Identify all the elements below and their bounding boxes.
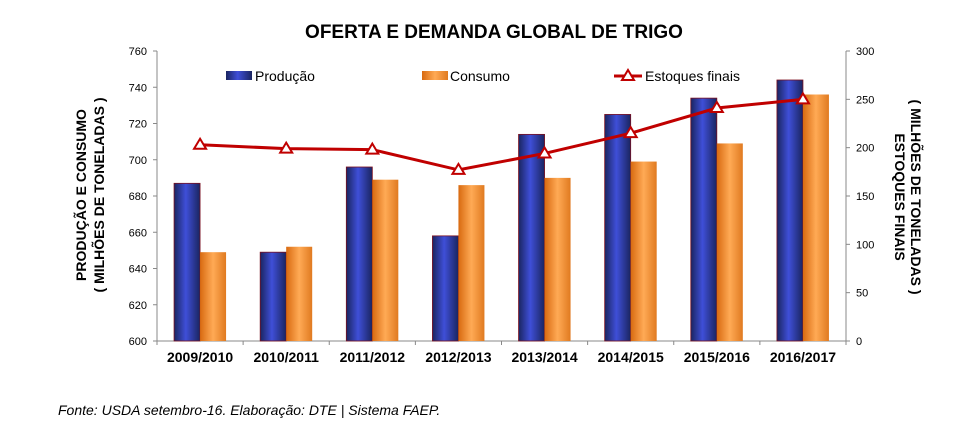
bar-producao <box>604 114 632 342</box>
stock-line <box>192 91 811 175</box>
y-left-tick-label: 680 <box>129 191 147 203</box>
stock-line-path <box>199 97 804 172</box>
legend-marker-estoques <box>620 68 636 81</box>
bar-consumo <box>200 252 227 341</box>
y-right-tick-label: 250 <box>856 94 874 106</box>
y-left-tick-label: 700 <box>129 155 147 167</box>
x-tick-label: 2009/2010 <box>167 349 233 365</box>
y-right-tick-label: 200 <box>856 143 874 155</box>
y-axis-left-title-2: ( MILHÕES DE TONELADAS ) <box>90 98 107 293</box>
x-tick-label: 2012/2013 <box>425 349 491 365</box>
y-left-tick-label: 620 <box>129 300 147 312</box>
axes: 600 620 640 660 680 700 720 740 760 0 50 100 150 200 2… <box>129 46 875 365</box>
bar-consumo <box>630 161 657 341</box>
legend-label-consumo: Consumo <box>450 68 510 84</box>
stock-point <box>709 100 725 114</box>
y-axis-right-title-1: ESTOQUES FINAIS <box>892 133 908 260</box>
y-left-tick-label: 660 <box>129 227 147 239</box>
y-right-tick-label: 150 <box>856 191 874 203</box>
x-tick-label: 2014/2015 <box>598 349 664 365</box>
y-right-tick-label: 50 <box>856 288 868 300</box>
y-right-tick-label: 300 <box>856 46 874 58</box>
bar-consumo <box>716 143 743 341</box>
bar-producao <box>690 97 718 342</box>
legend: Produção Consumo Estoques finais <box>226 68 740 84</box>
legend-swatch-producao <box>226 71 252 80</box>
y-left-tick-label: 760 <box>129 46 147 58</box>
stock-point <box>278 140 294 154</box>
stock-point <box>450 161 467 175</box>
bar-producao <box>259 251 287 342</box>
x-tick-label: 2016/2017 <box>770 349 836 365</box>
stock-point <box>622 125 639 139</box>
bar-producao <box>432 235 459 342</box>
bar-consumo <box>802 94 829 341</box>
y-left-tick-label: 740 <box>129 82 147 94</box>
bar-producao <box>345 166 373 342</box>
bar-consumo <box>458 185 485 341</box>
stock-point <box>364 141 381 155</box>
stock-point <box>536 145 553 159</box>
legend-label-estoques: Estoques finais <box>645 68 740 84</box>
x-tick-label: 2015/2016 <box>684 349 750 365</box>
bars <box>173 79 829 342</box>
bar-consumo <box>544 177 571 341</box>
y-left-tick-label: 720 <box>129 119 147 131</box>
bar-consumo <box>372 179 399 341</box>
x-tick-label: 2013/2014 <box>511 349 577 365</box>
source-note: Fonte: USDA setembro-16. Elaboração: DTE… <box>58 402 441 418</box>
bar-consumo <box>286 246 313 341</box>
stock-point <box>795 91 811 105</box>
x-tick-label: 2011/2012 <box>340 349 406 365</box>
y-left-tick-label: 640 <box>129 264 147 276</box>
y-left-tick-label: 600 <box>129 336 147 348</box>
bar-producao <box>173 182 201 342</box>
y-axis-left-title-1: PRODUÇÃO E CONSUMO <box>72 109 89 281</box>
bar-producao <box>518 133 545 342</box>
stock-point <box>192 136 208 150</box>
y-axis-right-title-2: ( MILHÕES DE TONELADAS ) <box>908 100 925 295</box>
bar-producao <box>776 79 804 342</box>
chart-title: OFERTA E DEMANDA GLOBAL DE TRIGO <box>305 22 683 43</box>
y-right-tick-label: 0 <box>856 336 862 348</box>
y-right-tick-label: 100 <box>856 239 874 251</box>
x-tick-label: 2010/2011 <box>253 349 319 365</box>
legend-swatch-consumo <box>422 71 448 80</box>
legend-label-producao: Produção <box>255 68 315 84</box>
